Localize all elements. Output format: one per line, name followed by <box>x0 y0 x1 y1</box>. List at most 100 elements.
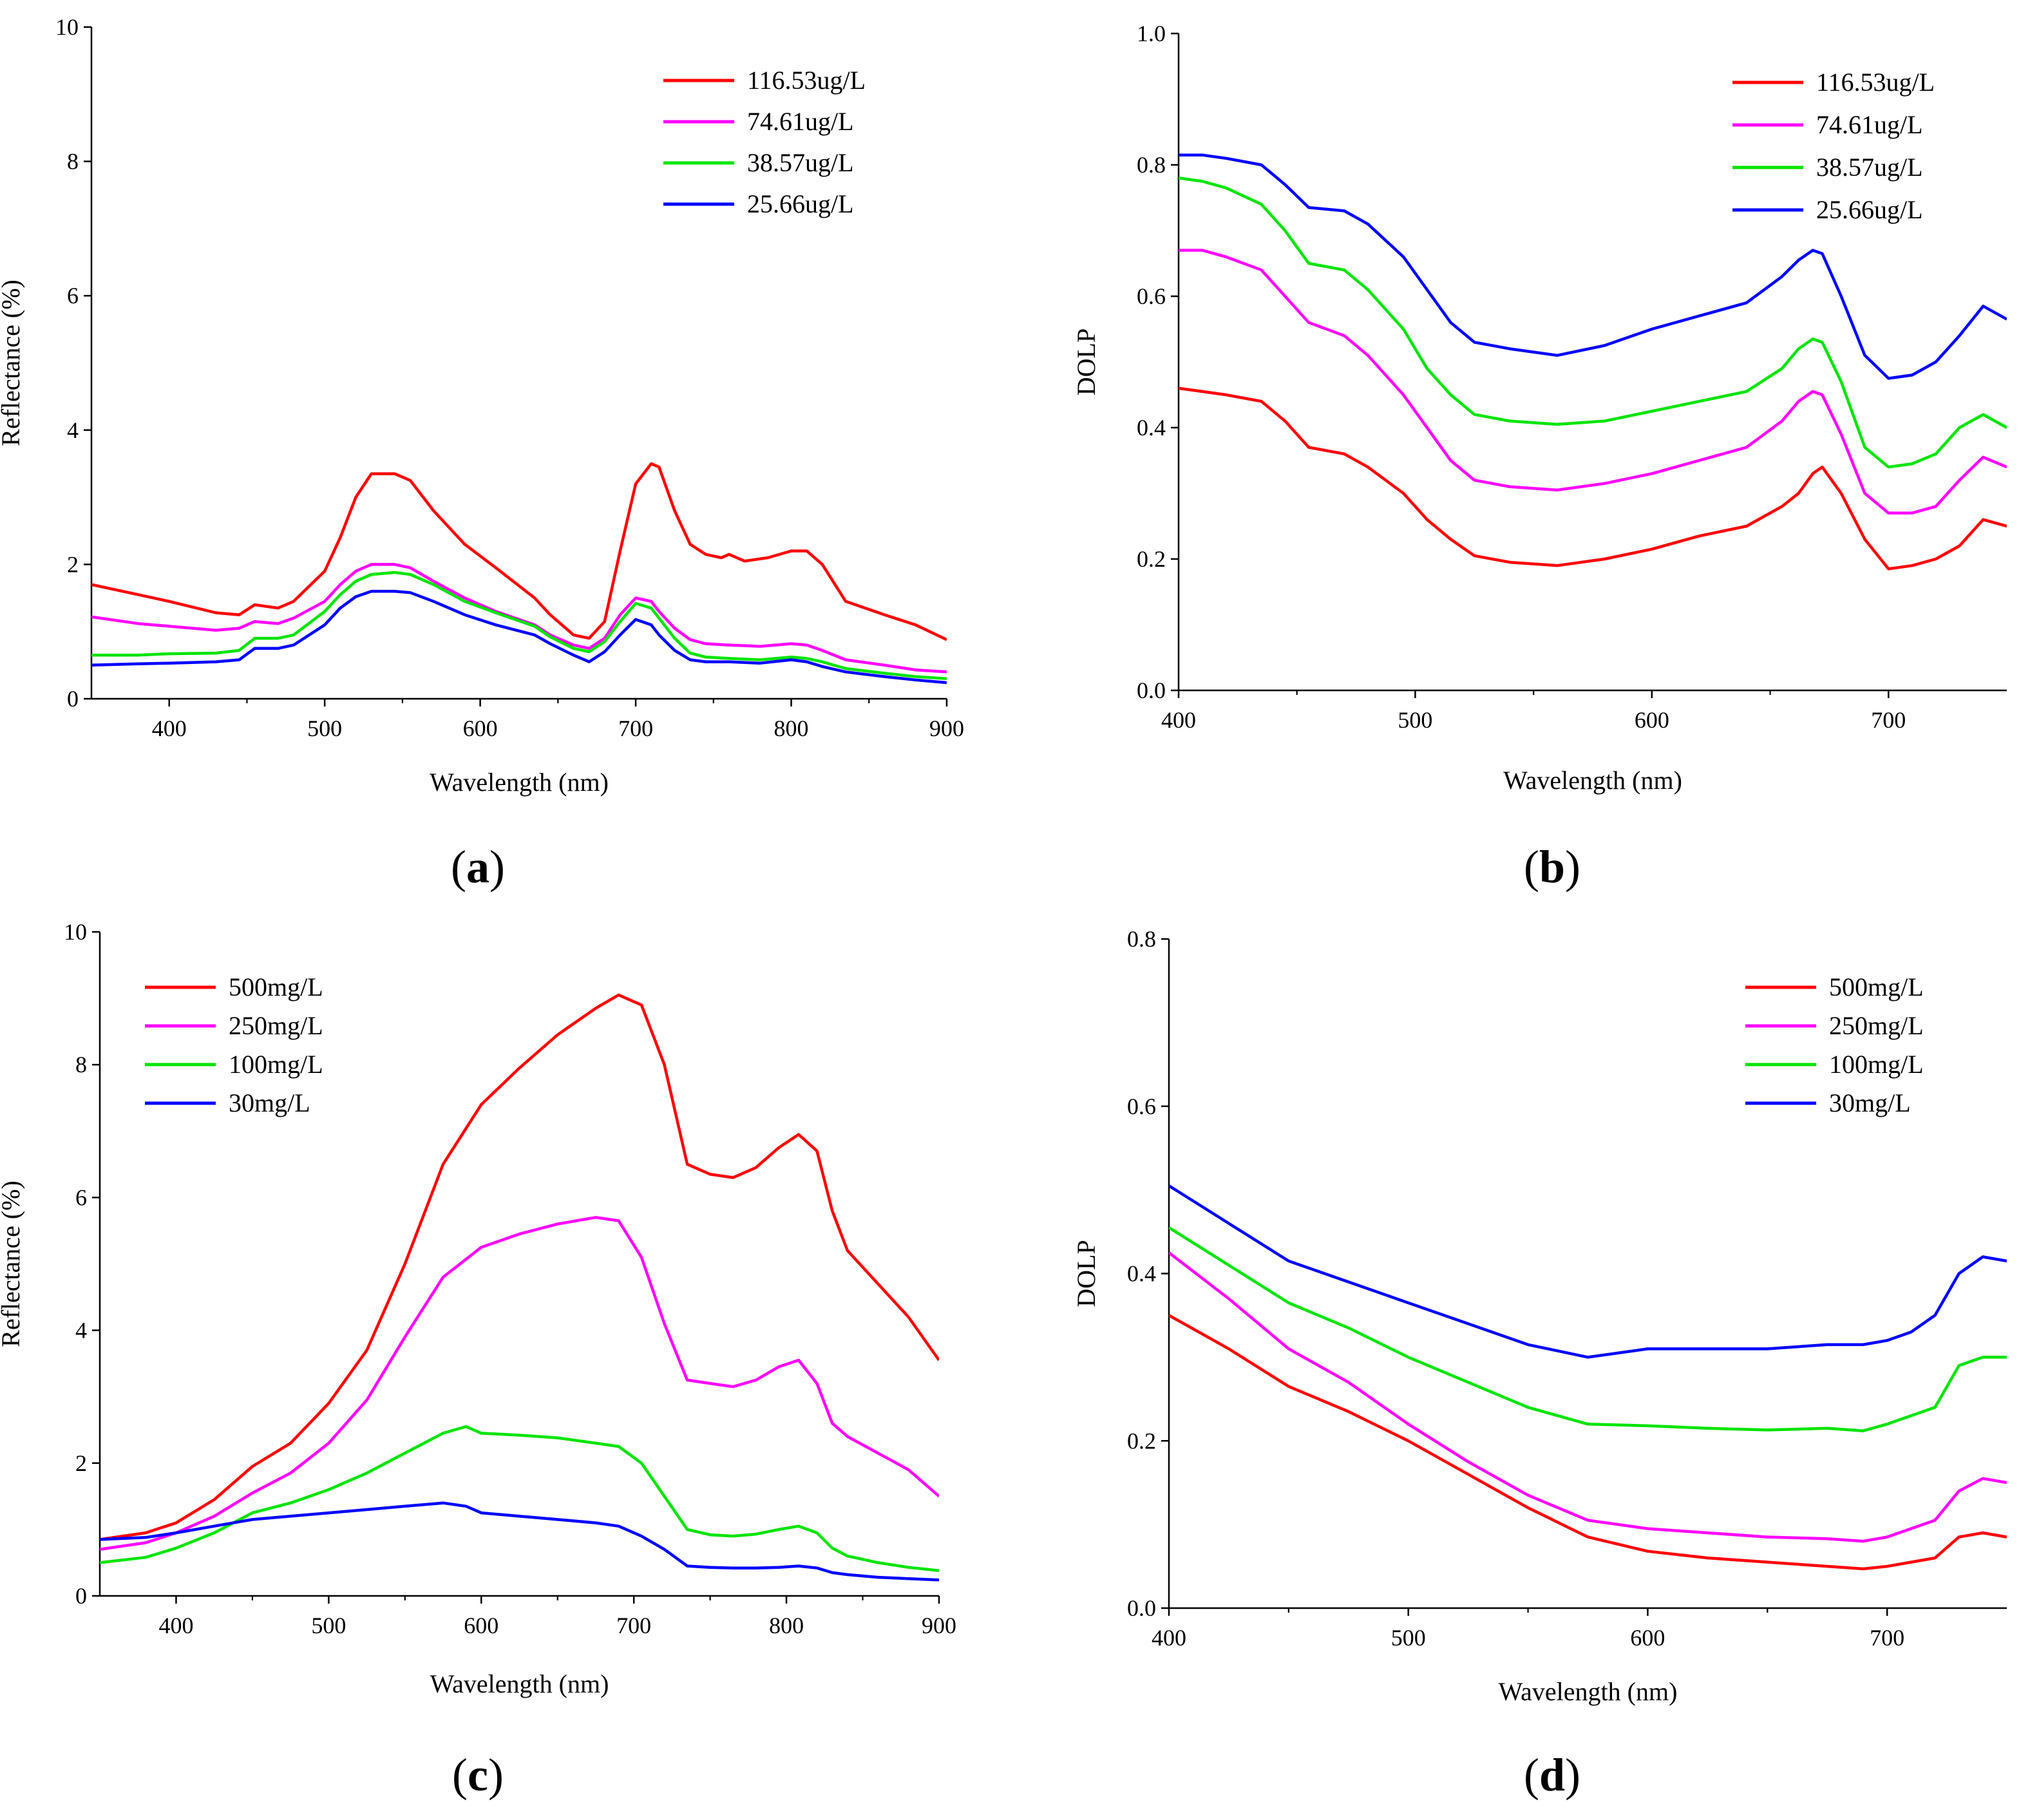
legend-label: 38.57ug/L <box>747 148 854 177</box>
series-line-4 <box>1169 1184 2007 1359</box>
x-tick-label: 800 <box>774 716 809 741</box>
y-tick-label: 0.2 <box>1137 546 1166 572</box>
legend-label: 74.61ug/L <box>1816 110 1923 139</box>
y-axis-title: Reflectance (%) <box>0 1180 25 1347</box>
series-line-3 <box>1179 176 2007 469</box>
y-tick-label: 1.0 <box>1137 21 1166 46</box>
series-line-2 <box>91 563 947 674</box>
y-tick-label: 0.0 <box>1127 1595 1156 1621</box>
x-tick-label: 500 <box>1398 707 1432 733</box>
x-tick-label: 800 <box>769 1613 804 1638</box>
legend-label: 38.57ug/L <box>1816 153 1923 182</box>
panel-caption: (b) <box>1524 841 1580 893</box>
x-tick-label: 500 <box>311 1613 346 1638</box>
series-line-1 <box>1179 386 2007 571</box>
y-tick-label: 8 <box>67 149 79 175</box>
caption-letter: a <box>466 841 489 893</box>
series-line-1 <box>1169 1314 2007 1571</box>
series-line-1 <box>100 993 939 1541</box>
x-tick-label: 400 <box>152 716 187 741</box>
series-line-4 <box>91 589 947 685</box>
x-tick-label: 500 <box>1391 1625 1426 1651</box>
y-tick-label: 0.2 <box>1127 1428 1156 1454</box>
y-tick-label: 6 <box>67 283 79 308</box>
y-tick-label: 0.8 <box>1137 152 1166 178</box>
y-tick-label: 0.6 <box>1127 1094 1156 1119</box>
caption-close-paren: ) <box>488 1749 504 1801</box>
caption-close-paren: ) <box>1565 1749 1580 1801</box>
y-tick-label: 2 <box>67 551 79 577</box>
y-tick-label: 0.4 <box>1127 1261 1156 1287</box>
series-line-3 <box>91 571 947 680</box>
y-tick-label: 10 <box>55 14 79 40</box>
x-axis-title: Wavelength (nm) <box>430 1669 609 1698</box>
caption-close-paren: ) <box>1565 841 1580 893</box>
x-tick-label: 500 <box>307 716 342 741</box>
y-axis-title: DOLP <box>1072 328 1101 395</box>
legend-label: 25.66ug/L <box>1816 195 1923 224</box>
legend-label: 116.53ug/L <box>1816 68 1935 97</box>
legend-label: 500mg/L <box>229 972 323 1001</box>
chart-panel-c: 400 500 600 700 800 900 0 2 4 6 8 10 Wavelength (nm)… <box>0 919 956 1801</box>
legend-label: 100mg/L <box>1829 1050 1924 1079</box>
caption-open-paren: ( <box>1524 841 1539 893</box>
panel-caption: (a) <box>451 841 505 893</box>
caption-open-paren: ( <box>451 841 466 893</box>
caption-letter: b <box>1539 841 1565 893</box>
series-line-1 <box>91 462 947 641</box>
x-tick-label: 400 <box>158 1613 193 1638</box>
legend-label: 116.53ug/L <box>747 66 866 95</box>
y-tick-label: 4 <box>67 417 79 443</box>
panel-caption: (c) <box>452 1749 504 1801</box>
series-line-2 <box>100 1216 939 1551</box>
y-axis-title: DOLP <box>1072 1240 1101 1307</box>
x-tick-label: 700 <box>1870 1625 1904 1651</box>
chart-panel-b: 400 500 600 700 0.0 0.2 0.4 0.6 0.8 1.0 Wavelength… <box>1072 21 2007 893</box>
x-tick-label: 900 <box>929 716 964 741</box>
x-axis-title: Wavelength (nm) <box>430 768 609 797</box>
y-tick-label: 0.8 <box>1127 926 1156 952</box>
y-tick-label: 0 <box>67 686 79 712</box>
y-tick-label: 0.6 <box>1137 283 1166 309</box>
legend-label: 74.61ug/L <box>747 107 854 136</box>
x-tick-label: 600 <box>1635 707 1669 733</box>
legend-label: 500mg/L <box>1829 972 1924 1001</box>
y-tick-label: 8 <box>75 1052 87 1077</box>
x-tick-label: 900 <box>922 1613 956 1638</box>
legend-label: 30mg/L <box>229 1088 310 1117</box>
x-axis-title: Wavelength (nm) <box>1499 1677 1678 1706</box>
y-tick-label: 4 <box>75 1318 87 1343</box>
x-tick-label: 400 <box>1152 1625 1186 1651</box>
legend-label: 25.66ug/L <box>747 189 854 218</box>
x-tick-label: 700 <box>618 716 653 741</box>
caption-open-paren: ( <box>1524 1749 1539 1801</box>
legend-label: 100mg/L <box>229 1050 323 1079</box>
series-line-3 <box>100 1425 939 1573</box>
chart-panel-a: 400 500 600 700 800 900 0 2 4 6 8 10 Wavelength (nm)… <box>0 14 964 893</box>
y-tick-label: 2 <box>75 1450 87 1476</box>
caption-letter: c <box>468 1749 488 1801</box>
x-tick-label: 700 <box>1871 707 1906 733</box>
x-tick-label: 600 <box>463 716 498 741</box>
series-line-2 <box>1179 249 2007 515</box>
series-line-4 <box>1179 153 2007 380</box>
series-line-4 <box>100 1501 939 1582</box>
y-tick-label: 0.4 <box>1137 415 1166 441</box>
caption-open-paren: ( <box>452 1749 468 1801</box>
y-tick-label: 10 <box>64 919 87 945</box>
chart-panel-d: 400 500 600 700 0.0 0.2 0.4 0.6 0.8 Wavelength (n… <box>1072 926 2007 1801</box>
x-axis-title: Wavelength (nm) <box>1503 766 1682 795</box>
y-axis-title: Reflectance (%) <box>0 280 25 446</box>
x-tick-label: 400 <box>1161 707 1196 733</box>
caption-close-paren: ) <box>489 841 505 893</box>
series-line-3 <box>1169 1226 2007 1432</box>
legend-label: 30mg/L <box>1829 1088 1911 1117</box>
series-line-2 <box>1169 1251 2007 1543</box>
panel-caption: (d) <box>1524 1749 1580 1801</box>
x-tick-label: 600 <box>464 1613 498 1638</box>
caption-letter: d <box>1539 1749 1565 1801</box>
x-tick-label: 700 <box>616 1613 651 1638</box>
y-tick-label: 0.0 <box>1137 678 1166 703</box>
x-tick-label: 600 <box>1630 1625 1665 1651</box>
